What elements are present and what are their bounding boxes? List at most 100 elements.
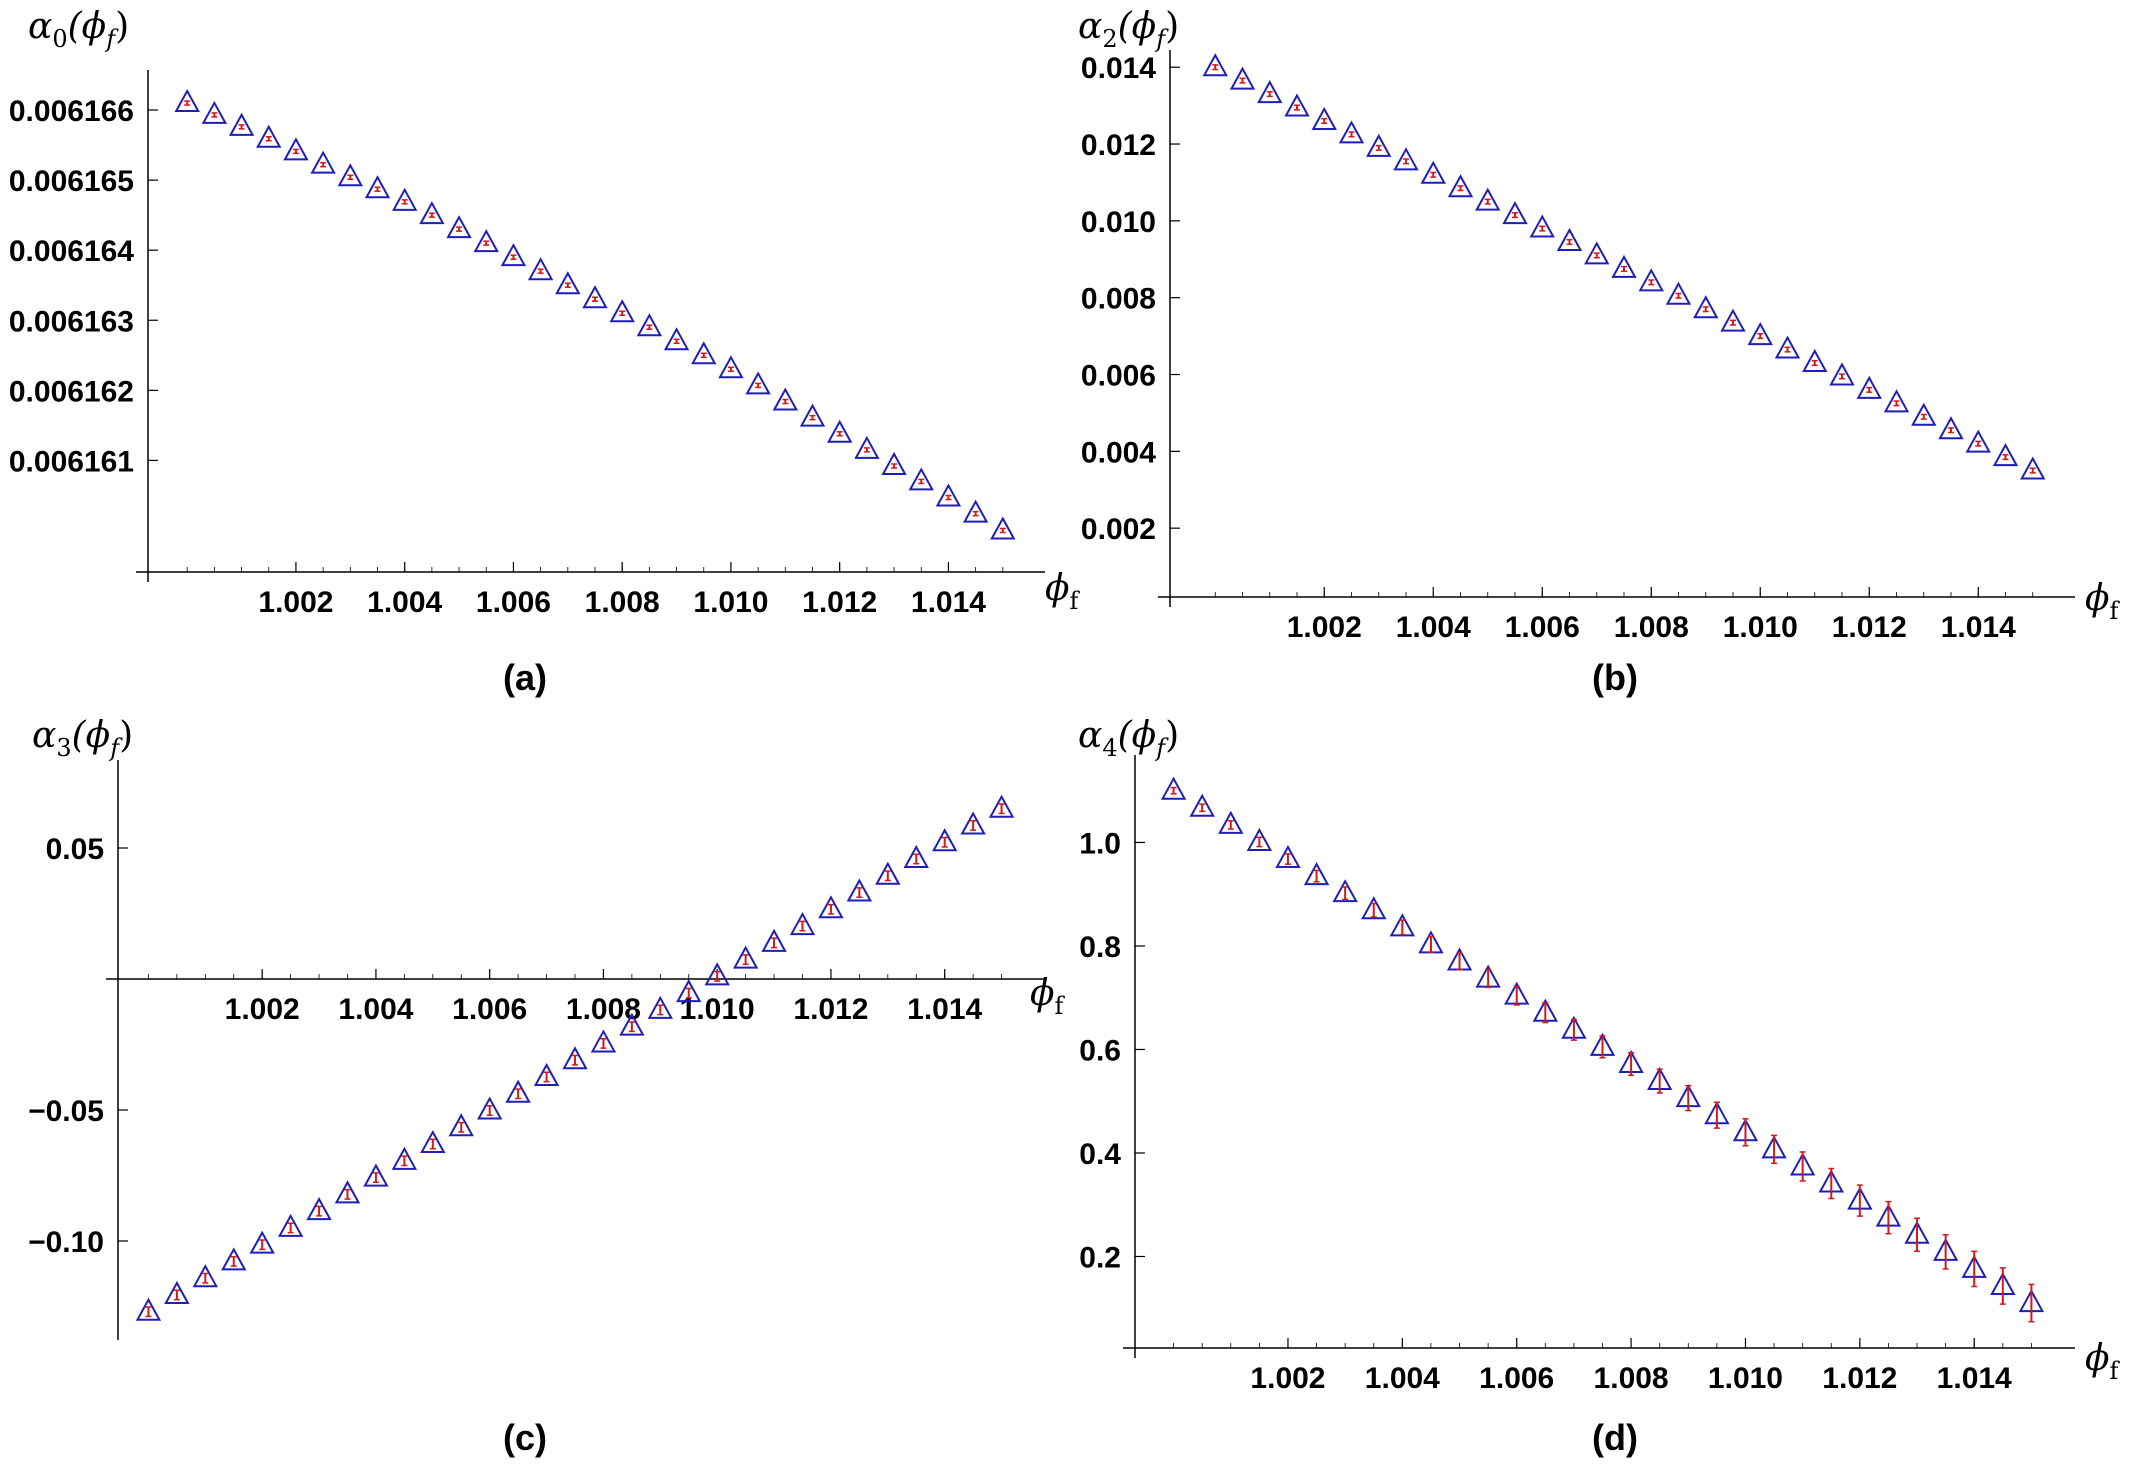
data-point [249,1230,275,1254]
data-point [1338,120,1365,144]
data-point [718,355,744,379]
data-point [391,187,418,211]
data-point [337,163,364,187]
data-point [533,1062,560,1086]
data-point [228,112,255,136]
data-point [476,1096,503,1120]
y-axis-label: α3(ϕf) [32,715,133,762]
data-point [1218,810,1244,834]
x-tick-label: 1.008 [1594,1362,1669,1395]
x-tick-label: 1.014 [1937,1362,2012,1395]
data-point [582,285,608,309]
x-tick-label: 1.006 [476,586,551,619]
data-point [1502,201,1528,225]
y-tick-label: 0.8 [1079,931,1121,964]
panel-label: (d) [1592,1417,1638,1458]
data-point [283,137,309,161]
x-tick-label: 1.014 [907,993,982,1026]
data-point [772,387,799,411]
x-tick-label: 1.008 [566,993,641,1026]
data-point [221,1247,247,1271]
x-tick-label: 1.006 [452,993,527,1026]
data-point [789,912,816,936]
data-point [908,467,934,491]
x-tick-label: 1.012 [1822,1362,1897,1395]
data-point [1665,281,1692,305]
data-point [277,1213,304,1237]
y-tick-label: 0.008 [1081,283,1156,316]
data-point [609,299,635,323]
data-point [1303,862,1330,886]
x-tick-label: 1.004 [1396,611,1471,644]
data-point [500,243,527,267]
data-point [201,100,228,124]
x-axis-label: ϕf [1030,973,1066,1020]
data-point [446,215,472,239]
data-point [555,271,581,295]
data-point [636,313,663,337]
data-point [1774,335,1801,359]
y-tick-label: 0.006165 [9,165,134,198]
data-point [761,928,787,952]
data-point [1938,416,1964,440]
data-point [881,451,907,476]
data-point [647,995,674,1019]
y-tick-label: 0.006164 [9,235,134,268]
data-point [473,229,499,253]
panel-label: (a) [503,657,547,698]
data-point [988,794,1015,818]
y-tick-label: 0.006162 [9,375,134,408]
x-tick-label: 1.014 [911,586,986,619]
y-tick-label: 0.05 [46,833,104,866]
y-tick-label: 0.006166 [9,95,134,128]
data-point [704,962,730,986]
data-point [960,811,986,835]
x-axis-label: ϕf [2085,578,2121,625]
data-point [1883,389,1910,413]
data-point [1693,295,1719,319]
x-tick-label: 1.008 [585,586,660,619]
x-tick-label: 1.002 [258,586,333,619]
x-tick-label: 1.010 [693,586,768,619]
data-point [1420,160,1446,184]
x-tick-label: 1.014 [1941,611,2016,644]
data-point [256,124,282,148]
data-point [135,1297,162,1321]
y-axis-label: α0(ϕf) [28,6,129,53]
data-point [990,516,1016,540]
data-point [732,945,759,969]
data-point [799,403,826,427]
data-point [854,435,880,459]
data-point [826,419,853,443]
data-point [1257,80,1283,104]
data-point [745,371,771,395]
data-point [1389,913,1416,937]
x-tick-label: 1.002 [1287,611,1362,644]
data-point [1584,241,1610,265]
y-tick-label: 0.004 [1081,436,1156,469]
y-tick-label: 0.4 [1079,1138,1121,1171]
data-point [1529,214,1555,238]
data-point [619,1012,645,1036]
x-tick-label: 1.012 [793,993,868,1026]
y-tick-label: 0.006161 [9,445,134,478]
chart-panel-a: 1.002 1.004 1.006 1.008 1.010 1.012 1.014 0.006… [9,6,1081,698]
data-point [818,895,844,919]
data-point [1747,322,1773,346]
y-tick-label: 0.006 [1081,360,1156,393]
data-point [1802,348,1828,372]
x-tick-label: 1.002 [1250,1362,1325,1395]
data-point [1332,879,1358,903]
data-point [1393,147,1419,171]
data-point [691,341,717,365]
data-point [676,979,702,1003]
data-point [1475,187,1501,211]
data-point [1992,443,2019,467]
x-tick-label: 1.004 [338,993,413,1026]
panel-label: (c) [503,1417,547,1458]
data-point [875,861,901,885]
data-point [1361,896,1387,920]
data-point [192,1264,219,1288]
